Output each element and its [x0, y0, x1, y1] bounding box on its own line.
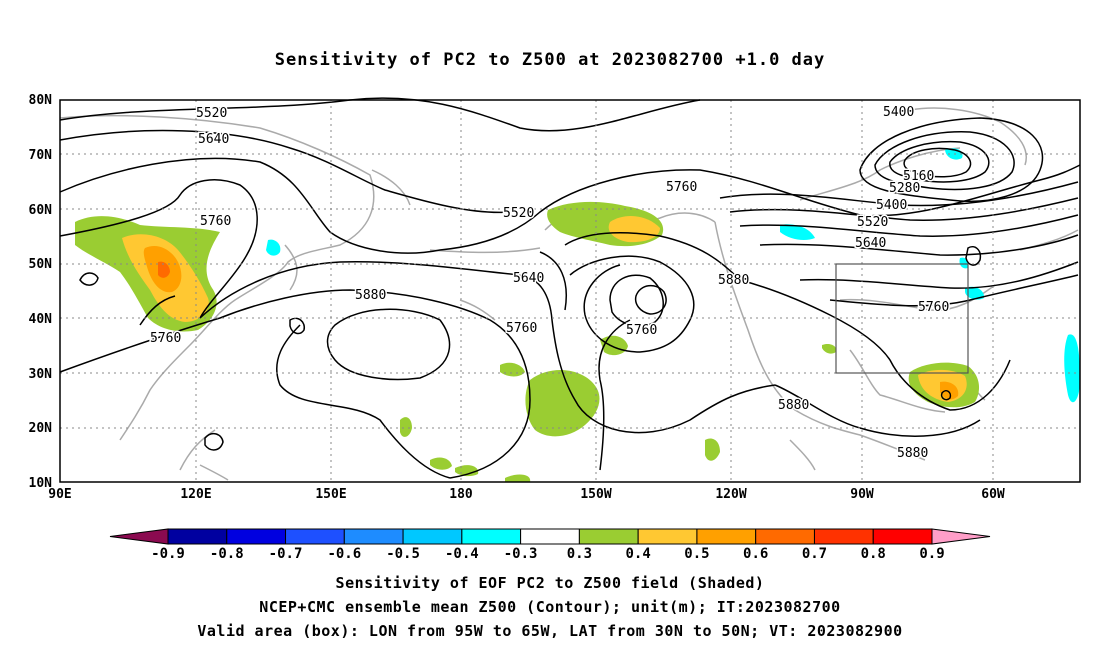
contour-label-group: 5520 5640 5760 5760 5880 5520 5640 5760 …: [149, 104, 951, 463]
lat-label: 60N: [29, 203, 53, 218]
colorbar-tick-label: 0.6: [743, 546, 768, 562]
contour-label: 5520: [196, 106, 227, 121]
lon-label: 90W: [850, 487, 874, 502]
contour-label: 5400: [876, 198, 907, 213]
lon-label: 60W: [981, 487, 1005, 502]
shade-pacific-green-3: [500, 362, 525, 377]
z500-contours: [59, 97, 1081, 479]
shade-cyan-labrador: [780, 224, 815, 240]
lon-axis-labels: 90E 120E 150E 180 150W 120W 90W 60W: [48, 487, 1005, 502]
shade-pacific-green-4: [430, 457, 452, 470]
lat-label: 30N: [29, 367, 53, 382]
lat-label: 50N: [29, 257, 53, 272]
colorbar-tick-label: -0.3: [504, 546, 538, 562]
shade-cyan-japan: [266, 239, 281, 256]
colorbar-tick-label: 0.9: [919, 546, 944, 562]
lat-label: 10N: [29, 476, 53, 491]
contour-label: 5880: [778, 398, 809, 413]
caption-line-1: Sensitivity of EOF PC2 to Z500 field (Sh…: [335, 574, 765, 592]
contour-label: 5880: [718, 273, 749, 288]
shade-atlantic-orange: [940, 381, 959, 400]
colorbar-box: [167, 528, 228, 545]
contour-label: 5160: [903, 169, 934, 184]
lon-label: 120E: [180, 487, 211, 502]
colorbar-box: [343, 528, 404, 545]
lat-label: 80N: [29, 93, 53, 108]
shade-east-asia-red: [158, 261, 170, 278]
colorbar-box: [520, 528, 580, 545]
contour-label: 5520: [857, 215, 888, 230]
colorbar-tick-label: 0.7: [802, 546, 827, 562]
shade-pacific-green-1: [525, 370, 600, 437]
colorbar-box: [285, 528, 345, 545]
colorbar-tick-label: -0.6: [327, 546, 361, 562]
contour-label: 5760: [666, 180, 697, 195]
colorbar-tick-label: -0.7: [269, 546, 303, 562]
shade-pacific-green-6: [505, 474, 531, 482]
colorbar-tick-label: 0.8: [861, 546, 886, 562]
lat-axis-labels: 80N 70N 60N 50N 40N 30N 20N 10N: [29, 93, 53, 491]
map-title: Sensitivity of PC2 to Z500 at 2023082700…: [274, 50, 826, 70]
colorbar-box: [461, 528, 522, 545]
lon-label: 120W: [715, 487, 746, 502]
colorbar-box: [755, 528, 815, 545]
contour-label: 5760: [150, 331, 181, 346]
contour-label: 5880: [897, 446, 928, 461]
colorbar-box: [226, 528, 287, 545]
colorbar-triangle-low: [109, 528, 169, 545]
colorbar-box: [402, 528, 463, 545]
colorbar-triangle-high: [931, 528, 991, 545]
contour-label: 5760: [200, 214, 231, 229]
colorbar-tick-label: -0.5: [386, 546, 420, 562]
lat-label: 70N: [29, 148, 53, 163]
colorbar-labels: -0.9 -0.8 -0.7 -0.6 -0.5 -0.4 -0.3 0.3 0.4 0.5 0.6…: [151, 546, 945, 562]
contour-label: 5280: [889, 181, 920, 196]
sensitivity-shading: [75, 148, 1080, 482]
colorbar-tick-label: 0.3: [567, 546, 592, 562]
contour-label: 5640: [513, 271, 544, 286]
contour-label: 5880: [355, 288, 386, 303]
caption-line-2: NCEP+CMC ensemble mean Z500 (Contour); u…: [259, 598, 841, 616]
colorbar-tick-label: 0.5: [684, 546, 709, 562]
lon-label: 90E: [48, 487, 71, 502]
lon-label: 150W: [580, 487, 611, 502]
colorbar-box: [813, 528, 874, 545]
contour-label: 5760: [918, 300, 949, 315]
contour-label: 5640: [855, 236, 886, 251]
lat-label: 20N: [29, 421, 53, 436]
colorbar-box: [696, 528, 757, 545]
shade-pacific-green-7: [400, 417, 412, 437]
colorbar: [109, 528, 991, 545]
grid-lines: [60, 100, 1080, 482]
shade-cyan-newfoundland: [965, 286, 985, 300]
lon-label: 180: [449, 487, 473, 502]
contour-label: 5520: [503, 206, 534, 221]
shade-alaska-yellow: [608, 216, 660, 243]
colorbar-tick-label: -0.8: [210, 546, 244, 562]
contour-label: 5760: [626, 323, 657, 338]
lon-label: 150E: [315, 487, 346, 502]
contour-label: 5400: [883, 105, 914, 120]
valid-area-box: [835, 263, 969, 374]
colorbar-tick-label: -0.4: [445, 546, 479, 562]
map-frame: [59, 99, 1081, 483]
shade-gulf-green: [822, 343, 837, 354]
caption-line-3: Valid area (box): LON from 95W to 65W, L…: [197, 622, 903, 640]
colorbar-tick-label: 0.4: [626, 546, 651, 562]
colorbar-box: [637, 528, 698, 545]
shade-mexico-green: [705, 438, 720, 461]
colorbar-box: [578, 528, 639, 545]
lat-label: 40N: [29, 312, 53, 327]
contour-label: 5760: [506, 321, 537, 336]
colorbar-box: [872, 528, 933, 545]
contour-label: 5640: [198, 132, 229, 147]
shade-cyan-eastern-us: [959, 257, 969, 269]
shade-cyan-east-atlantic: [1064, 334, 1080, 403]
colorbar-tick-label: -0.9: [151, 546, 185, 562]
